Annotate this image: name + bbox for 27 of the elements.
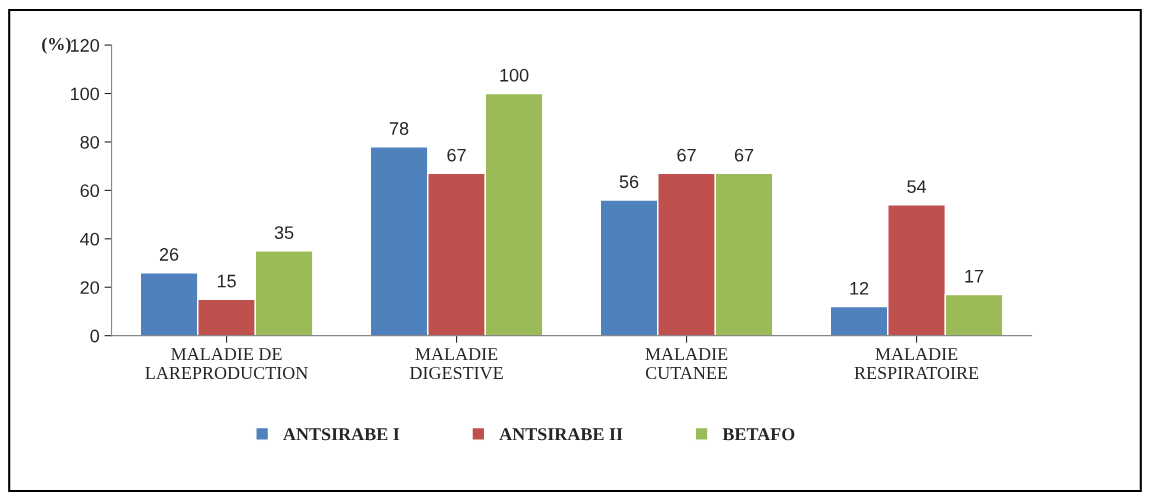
x-tick-label: MALADIE CUTANEE: [645, 348, 728, 380]
data-label: 26: [159, 248, 179, 261]
data-label: 100: [500, 68, 529, 82]
y-tick-label: 100: [71, 87, 100, 101]
data-label: 17: [965, 270, 984, 283]
data-label: 12: [850, 281, 869, 295]
y-tick-label: 80: [80, 135, 100, 149]
x-tick-label: MALADIE RESPIRATOIRE: [854, 348, 979, 380]
data-label: 35: [274, 226, 294, 240]
data-label: 67: [677, 148, 696, 162]
legend-label: ANTSIRABE I: [283, 428, 400, 441]
y-tick-label: 120: [71, 39, 100, 52]
x-tick-label: MALADIE DE LAREPRODUCTION: [145, 348, 308, 380]
data-label: 78: [389, 122, 409, 135]
data-label: 56: [619, 175, 639, 189]
x-tick-label: MALADIE DIGESTIVE: [409, 348, 503, 380]
y-tick-label: 20: [80, 281, 100, 294]
data-label: 67: [447, 148, 466, 162]
legend-label: ANTSIRABE II: [499, 428, 623, 441]
y-tick-label: 0: [90, 329, 100, 343]
data-label: 54: [907, 180, 927, 194]
data-label: 67: [734, 148, 754, 162]
y-axis-title: (%): [42, 37, 71, 54]
y-tick-label: 40: [80, 232, 100, 246]
data-label: 15: [217, 274, 236, 288]
legend-label: BETAFO: [722, 428, 795, 441]
y-tick-label: 60: [80, 184, 100, 198]
